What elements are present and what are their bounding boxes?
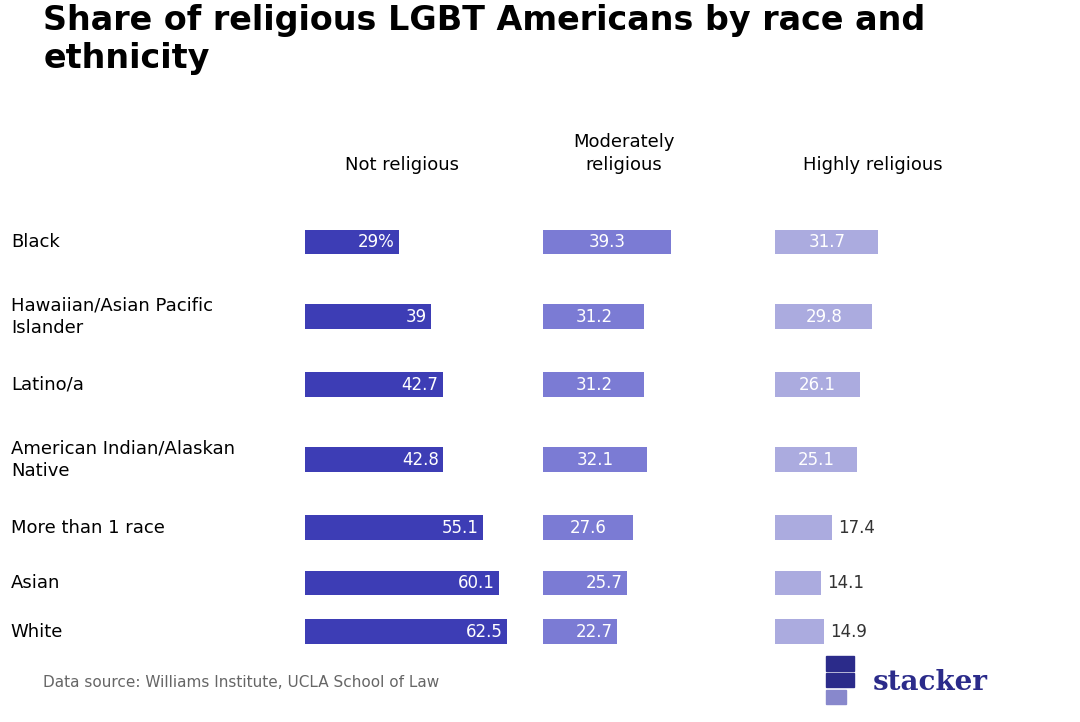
Text: Not religious: Not religious <box>345 156 459 174</box>
Bar <box>543 230 671 254</box>
Text: 17.4: 17.4 <box>838 519 875 536</box>
Bar <box>305 516 483 540</box>
Text: 39.3: 39.3 <box>589 233 625 251</box>
Text: 27.6: 27.6 <box>569 519 606 536</box>
Text: 60.1: 60.1 <box>458 574 495 592</box>
Text: 26.1: 26.1 <box>799 376 836 393</box>
Bar <box>775 516 832 540</box>
Bar <box>305 447 443 472</box>
Bar <box>543 570 626 596</box>
Text: Highly religious: Highly religious <box>802 156 943 174</box>
Text: 31.2: 31.2 <box>576 308 612 326</box>
Text: stacker: stacker <box>873 669 988 696</box>
Text: 25.1: 25.1 <box>798 451 835 469</box>
Text: Moderately
religious: Moderately religious <box>573 134 675 174</box>
Bar <box>775 230 878 254</box>
Text: 42.8: 42.8 <box>402 451 438 469</box>
Bar <box>775 570 821 596</box>
Bar <box>305 619 508 644</box>
Bar <box>775 619 824 644</box>
Bar <box>775 373 860 397</box>
Text: 31.2: 31.2 <box>576 376 612 393</box>
Text: 42.7: 42.7 <box>402 376 438 393</box>
Bar <box>543 304 645 329</box>
Bar <box>305 570 499 596</box>
Text: 39: 39 <box>405 308 427 326</box>
Bar <box>775 447 856 472</box>
FancyBboxPatch shape <box>825 656 854 671</box>
Text: Asian: Asian <box>11 574 60 592</box>
Text: 14.1: 14.1 <box>827 574 865 592</box>
Text: 62.5: 62.5 <box>465 623 502 640</box>
Bar <box>305 230 399 254</box>
Text: 25.7: 25.7 <box>585 574 622 592</box>
Text: 31.7: 31.7 <box>808 233 846 251</box>
FancyBboxPatch shape <box>825 690 846 705</box>
Bar <box>305 373 443 397</box>
Text: 29%: 29% <box>357 233 394 251</box>
Bar <box>543 619 617 644</box>
Bar <box>543 516 633 540</box>
Text: 32.1: 32.1 <box>577 451 613 469</box>
Text: 22.7: 22.7 <box>576 623 612 640</box>
Text: More than 1 race: More than 1 race <box>11 519 164 536</box>
Text: Latino/a: Latino/a <box>11 376 83 393</box>
Bar <box>305 304 431 329</box>
Text: American Indian/Alaskan
Native: American Indian/Alaskan Native <box>11 440 234 479</box>
Text: Data source: Williams Institute, UCLA School of Law: Data source: Williams Institute, UCLA Sc… <box>43 675 440 690</box>
Bar <box>543 373 645 397</box>
Text: Share of religious LGBT Americans by race and
ethnicity: Share of religious LGBT Americans by rac… <box>43 4 926 75</box>
Bar <box>775 304 872 329</box>
FancyBboxPatch shape <box>825 673 854 687</box>
Text: 14.9: 14.9 <box>831 623 867 640</box>
Text: Black: Black <box>11 233 59 251</box>
Text: White: White <box>11 623 63 640</box>
Text: 29.8: 29.8 <box>806 308 842 326</box>
Text: 55.1: 55.1 <box>442 519 478 536</box>
Bar <box>543 447 647 472</box>
Text: Hawaiian/Asian Pacific
Islander: Hawaiian/Asian Pacific Islander <box>11 297 213 336</box>
